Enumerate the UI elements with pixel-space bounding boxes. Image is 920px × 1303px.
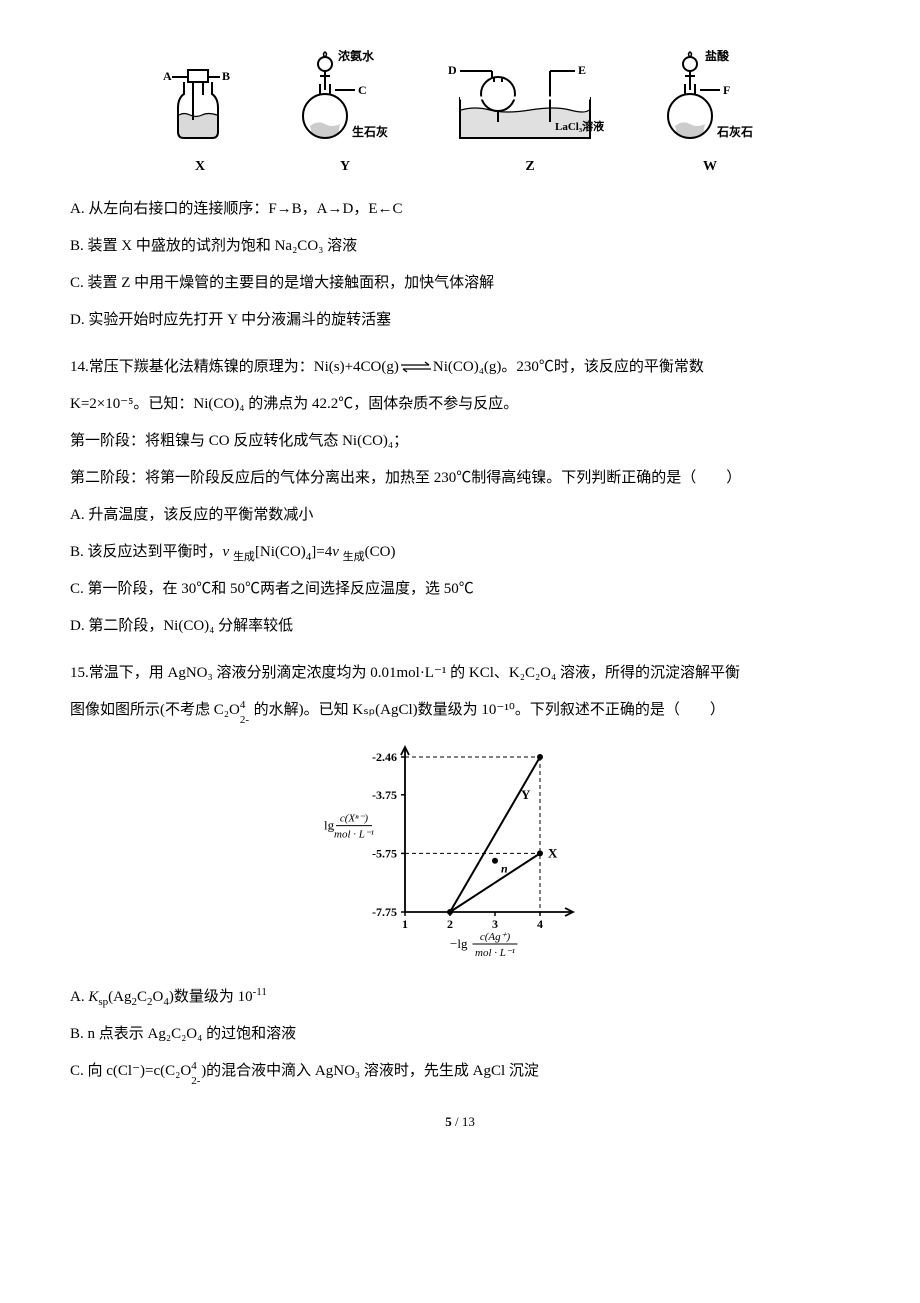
page-current: 5 (445, 1114, 452, 1129)
svg-text:mol · L⁻¹: mol · L⁻¹ (475, 947, 515, 957)
svg-text:-2.46: -2.46 (372, 750, 397, 764)
q15-stem2b: 的水解)。已知 Kₛₚ(AgCl)数量级为 10⁻¹⁰。下列叙述不正确的是（ ） (250, 702, 725, 718)
apparatus-x: A B X (150, 50, 250, 183)
chart-svg: -2.46-3.75-5.75-7.751234nYXlgc(Xⁿ⁻)mol ·… (310, 737, 610, 957)
q15-option-b: B. n 点表示 Ag₂C₂O₄ 的过饱和溶液 (70, 1018, 850, 1051)
apparatus-y-label: Y (340, 152, 350, 183)
apparatus-w-svg: 盐酸 F 石灰石 (650, 50, 770, 150)
svg-text:F: F (723, 83, 730, 97)
q13-option-a: A. 从左向右接口的连接顺序：F→B，A→D，E←C (70, 193, 850, 226)
q14-stage1: 第一阶段：将粗镍与 CO 反应转化成气态 Ni(CO)₄； (70, 425, 850, 458)
svg-text:3: 3 (492, 917, 498, 931)
q13-option-d: D. 实验开始时应先打开 Y 中分液漏斗的旋转活塞 (70, 304, 850, 337)
svg-text:C: C (358, 83, 367, 97)
q15: 15.常温下，用 AgNO₃ 溶液分别滴定浓度均为 0.01mol·L⁻¹ 的 … (70, 657, 850, 1088)
svg-text:A: A (163, 69, 172, 83)
q14-option-a: A. 升高温度，该反应的平衡常数减小 (70, 499, 850, 532)
q15-option-a: A. Ksp(Ag2C2O4)数量级为 10-11 (70, 980, 850, 1014)
svg-text:c(Ag⁺): c(Ag⁺) (480, 931, 511, 943)
svg-text:生石灰: 生石灰 (352, 124, 388, 139)
q14-option-c: C. 第一阶段，在 30℃和 50℃两者之间选择反应温度，选 50℃ (70, 573, 850, 606)
svg-text:LaCl₃溶液: LaCl₃溶液 (555, 119, 605, 133)
y-top-label: 浓氨水 (338, 50, 375, 63)
svg-text:1: 1 (402, 917, 408, 931)
q14-stem1b: Ni(CO)₄(g)。230℃时，该反应的平衡常数 (433, 359, 704, 375)
q15-option-c: C. 向 c(Cl⁻)=c(C₂O2-4)的混合液中滴入 AgNO₃ 溶液时，先… (70, 1055, 850, 1088)
q14-stem2: K=2×10⁻⁵。已知：Ni(CO)₄ 的沸点为 42.2℃，固体杂质不参与反应… (70, 388, 850, 421)
svg-text:4: 4 (537, 917, 543, 931)
apparatus-z: D E LaCl₃溶液 Z (440, 50, 620, 183)
apparatus-w-label: W (703, 152, 717, 183)
svg-text:盐酸: 盐酸 (705, 50, 730, 63)
svg-text:c(Xⁿ⁻): c(Xⁿ⁻) (340, 813, 369, 825)
apparatus-z-label: Z (525, 152, 534, 183)
apparatus-z-svg: D E LaCl₃溶液 (440, 50, 620, 150)
q14-option-d: D. 第二阶段，Ni(CO)₄ 分解率较低 (70, 610, 850, 643)
svg-text:-3.75: -3.75 (372, 788, 397, 802)
apparatus-x-svg: A B (150, 50, 250, 150)
svg-text:mol · L⁻¹: mol · L⁻¹ (334, 829, 374, 841)
q13-option-c: C. 装置 Z 中用干燥管的主要目的是增大接触面积，加快气体溶解 (70, 267, 850, 300)
equilibrium-arrow-icon (399, 361, 433, 373)
apparatus-y-svg: 浓氨水 C 生石灰 (280, 50, 410, 150)
svg-text:D: D (448, 63, 457, 77)
q14-stem1: 14.常压下羰基化法精炼镍的原理为：Ni(s)+4CO(g) Ni(CO)₄(g)… (70, 351, 850, 384)
q15-chart: -2.46-3.75-5.75-7.751234nYXlgc(Xⁿ⁻)mol ·… (70, 737, 850, 970)
q14: 14.常压下羰基化法精炼镍的原理为：Ni(s)+4CO(g) Ni(CO)₄(g)… (70, 351, 850, 643)
svg-text:石灰石: 石灰石 (716, 124, 753, 139)
page-number: 5 / 13 (70, 1108, 850, 1137)
svg-text:−lg: −lg (450, 936, 468, 951)
apparatus-w: 盐酸 F 石灰石 W (650, 50, 770, 183)
q13-option-b: B. 装置 X 中盛放的试剂为饱和 Na₂CO₃ 溶液 (70, 230, 850, 263)
q14-option-b: B. 该反应达到平衡时，v 生成[Ni(CO)4]=4v 生成(CO) (70, 536, 850, 569)
svg-text:-7.75: -7.75 (372, 905, 397, 919)
apparatus-x-label: X (195, 152, 205, 183)
q15-cA: C. 向 c(Cl⁻)=c(C₂O (70, 1063, 191, 1079)
q15-stem2a: 图像如图所示(不考虑 C₂O (70, 702, 240, 718)
page-total: 13 (462, 1114, 475, 1129)
svg-text:X: X (548, 845, 558, 860)
q14-stem1a: 14.常压下羰基化法精炼镍的原理为：Ni(s)+4CO(g) (70, 359, 399, 375)
q15-stem1: 15.常温下，用 AgNO₃ 溶液分别滴定浓度均为 0.01mol·L⁻¹ 的 … (70, 657, 850, 690)
apparatus-row: A B X 浓氨水 C (70, 50, 850, 183)
q14-stage2: 第二阶段：将第一阶段反应后的气体分离出来，加热至 230℃制得高纯镍。下列判断正… (70, 462, 850, 495)
q15-cB: )的混合液中滴入 AgNO₃ 溶液时，先生成 AgCl 沉淀 (201, 1063, 539, 1079)
svg-text:2: 2 (447, 917, 453, 931)
q15-stem2: 图像如图所示(不考虑 C₂O2-4 的水解)。已知 Kₛₚ(AgCl)数量级为 … (70, 694, 850, 727)
svg-text:-5.75: -5.75 (372, 846, 397, 860)
svg-text:n: n (501, 862, 508, 876)
apparatus-y: 浓氨水 C 生石灰 Y (280, 50, 410, 183)
svg-text:B: B (222, 69, 230, 83)
svg-text:E: E (578, 63, 586, 77)
svg-text:Y: Y (521, 787, 531, 802)
